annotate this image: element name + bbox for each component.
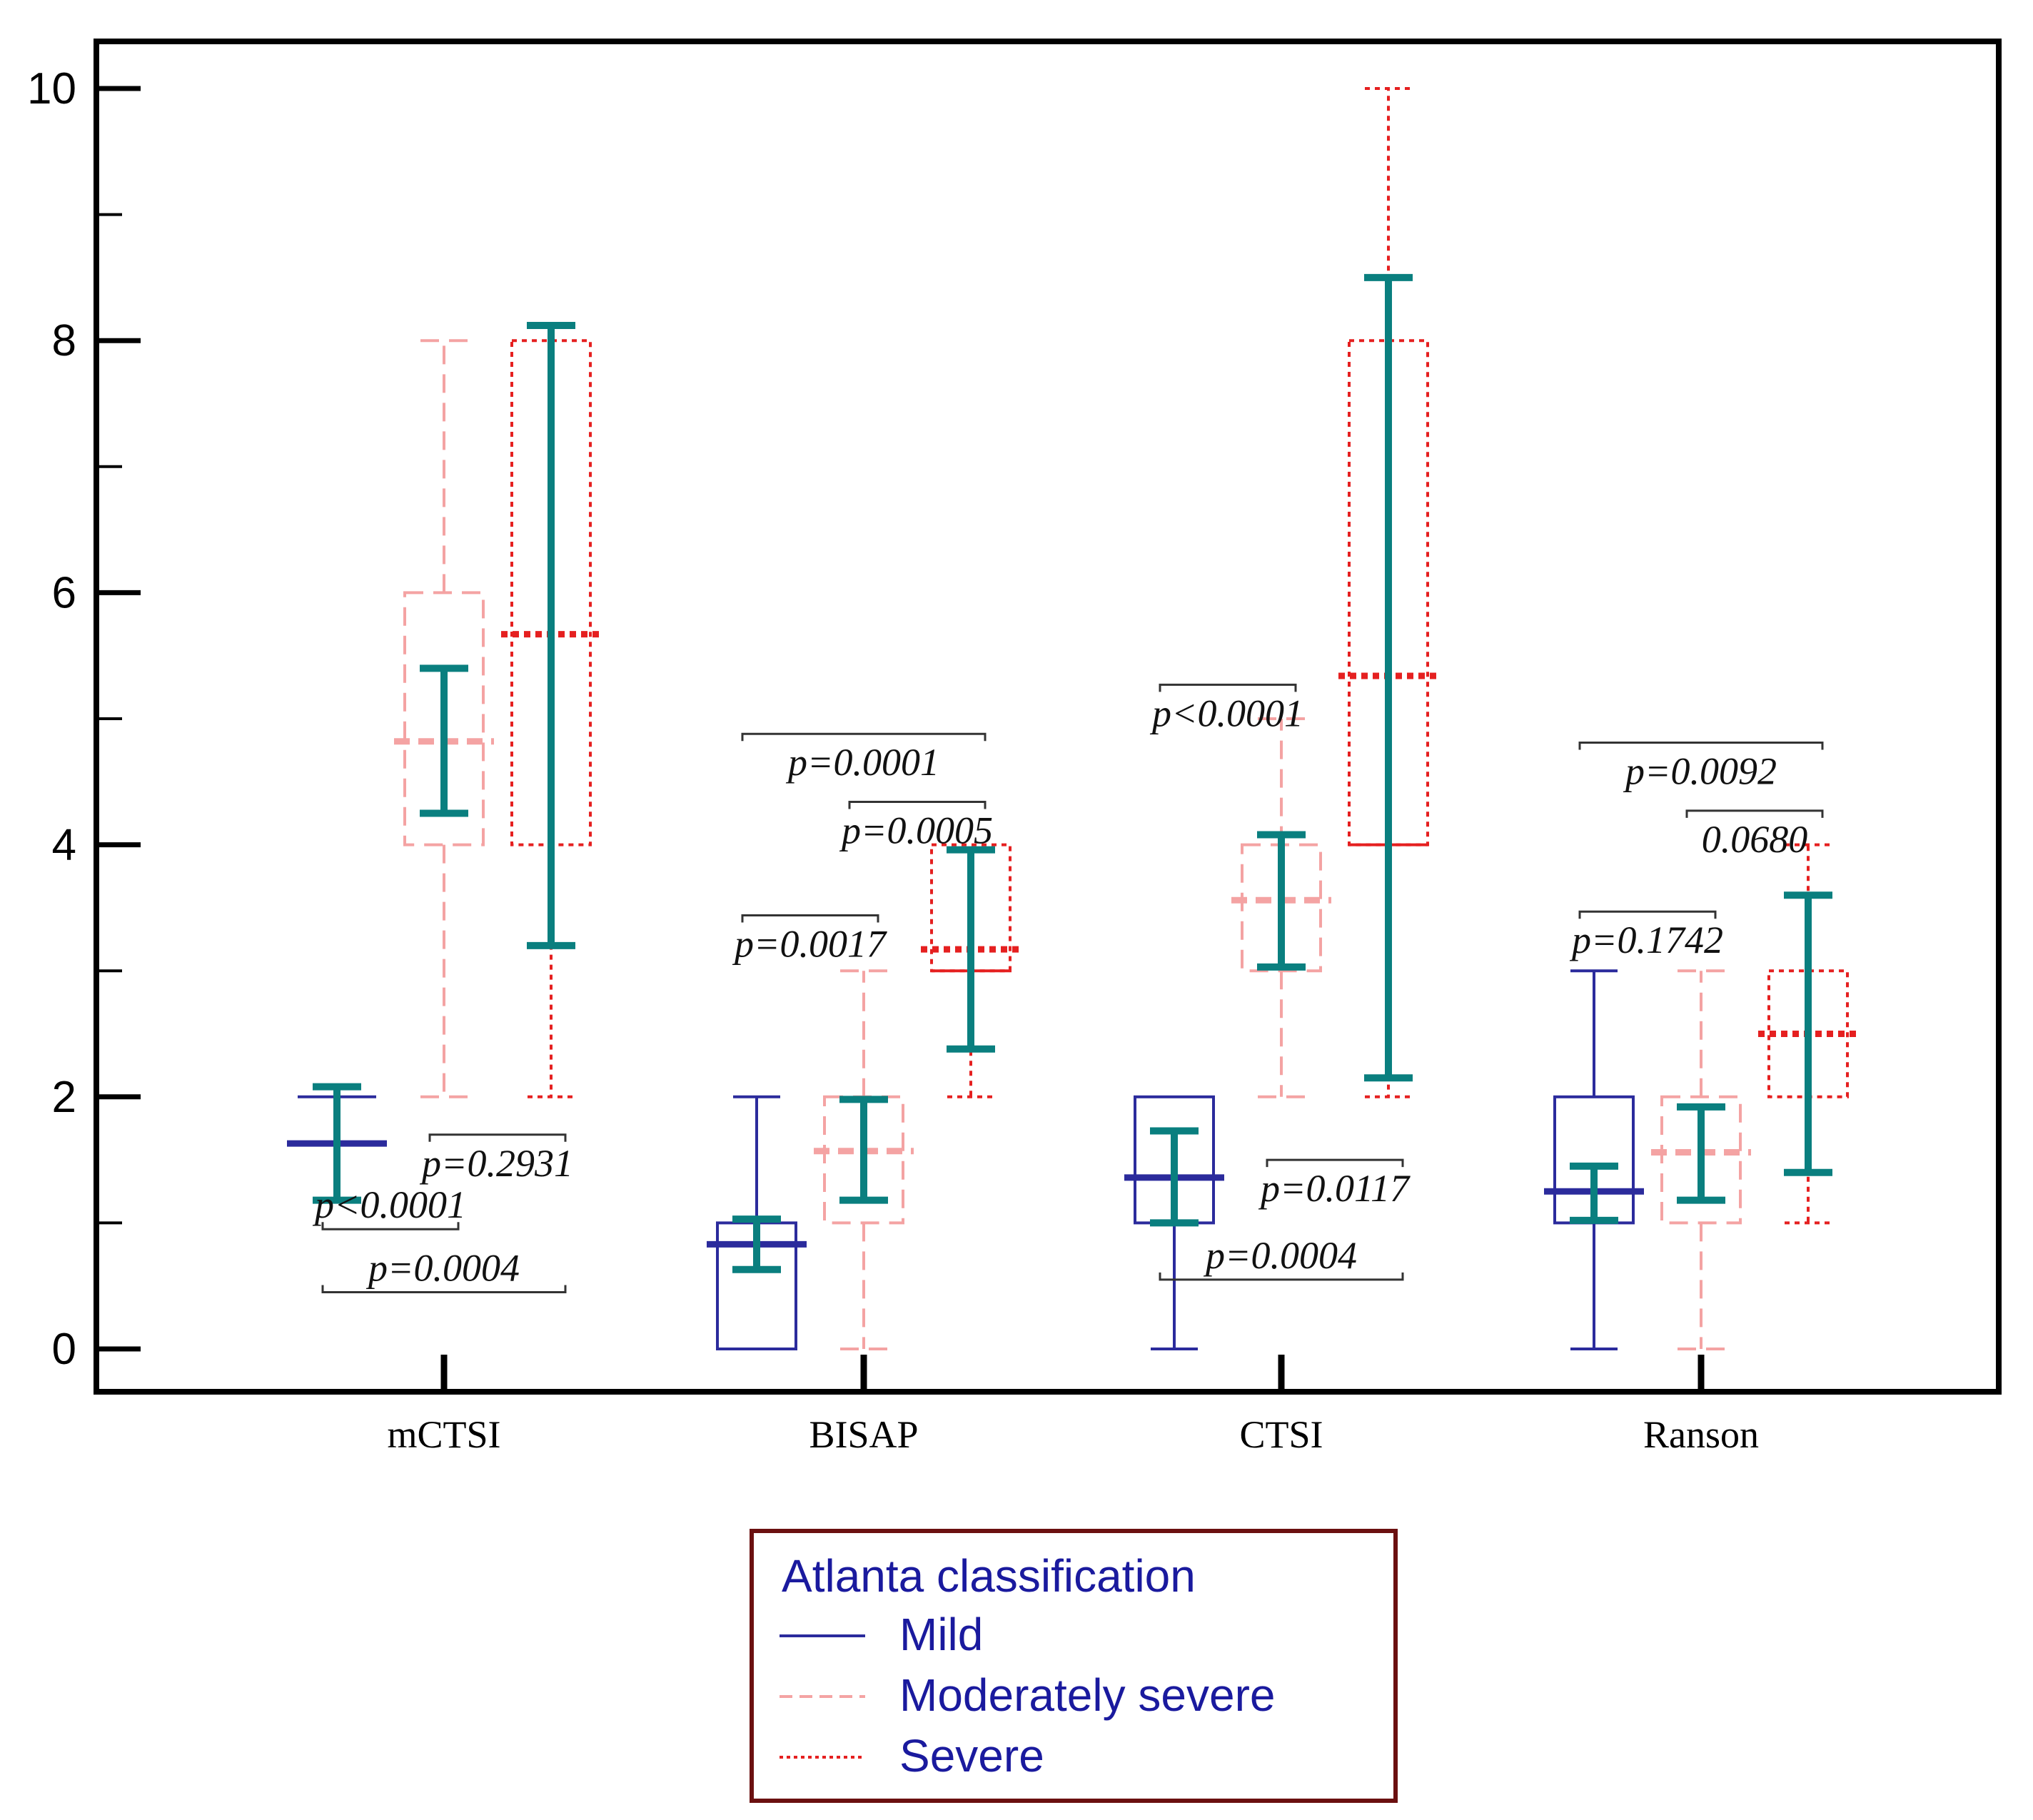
p-value-bracket — [1685, 809, 1824, 818]
p-value-label: p<0.0001 — [312, 1183, 466, 1226]
p-value-label: p=0.0004 — [1203, 1234, 1357, 1277]
y-tick-label: 8 — [52, 316, 76, 365]
p-value-label: p=0.0117 — [1258, 1167, 1411, 1210]
p-value-bracket — [1159, 683, 1297, 692]
p-value-label: 0.0680 — [1702, 818, 1808, 861]
p-value-bracket — [1578, 742, 1824, 750]
p-value-bracket — [428, 1133, 567, 1142]
y-tick-label: 6 — [52, 568, 76, 617]
p-value-label: p=0.0017 — [732, 922, 887, 965]
p-value-bracket — [1159, 1272, 1404, 1281]
p-value-bracket — [1578, 910, 1717, 919]
moderately-severe-mctsi-box — [403, 591, 485, 846]
x-tick-label: CTSI — [1239, 1413, 1323, 1456]
p-value-label: p=0.1742 — [1569, 919, 1723, 961]
p-value-bracket — [848, 801, 987, 809]
p-value-label: p=0.2931 — [419, 1142, 573, 1185]
x-tick-label: mCTSI — [387, 1413, 500, 1456]
legend-label: Mild — [899, 1609, 983, 1660]
legend-label: Moderately severe — [899, 1669, 1275, 1721]
x-tick-label: Ranson — [1643, 1413, 1759, 1456]
p-value-bracket — [741, 732, 987, 742]
p-value-bracket — [1266, 1158, 1404, 1168]
y-tick-label: 2 — [52, 1073, 76, 1122]
p-value-bracket — [321, 1222, 460, 1230]
legend-label: Severe — [899, 1730, 1044, 1781]
p-value-label: p=0.0005 — [839, 809, 993, 852]
y-tick-label: 0 — [52, 1325, 76, 1374]
p-value-label: p=0.0001 — [785, 741, 939, 784]
plot-frame — [94, 39, 2002, 1395]
p-value-bracket — [321, 1285, 567, 1294]
legend-title: Atlanta classification — [782, 1550, 1196, 1602]
p-value-label: p=0.0004 — [365, 1247, 520, 1290]
p-value-label: p<0.0001 — [1149, 692, 1303, 734]
p-value-label: p=0.0092 — [1623, 750, 1777, 793]
moderately-severe-ranson-box — [1660, 1095, 1742, 1225]
y-tick-label: 10 — [27, 64, 76, 113]
p-value-bracket — [741, 914, 879, 923]
x-tick-label: BISAP — [809, 1413, 918, 1456]
y-tick-label: 4 — [52, 821, 76, 870]
